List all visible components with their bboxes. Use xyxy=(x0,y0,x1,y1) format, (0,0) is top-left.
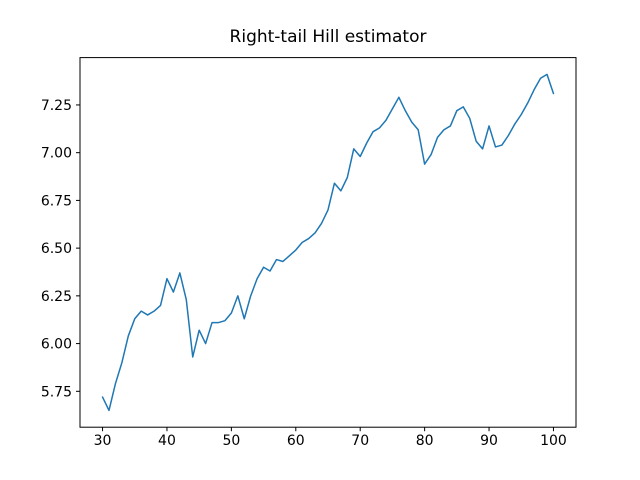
chart-title: Right-tail Hill estimator xyxy=(229,27,427,47)
x-tick-label: 30 xyxy=(94,433,112,449)
x-tick-label: 90 xyxy=(480,433,498,449)
y-tick-label: 5.75 xyxy=(41,384,72,400)
axes-spines xyxy=(79,57,577,428)
y-tick-label: 6.50 xyxy=(41,241,72,257)
x-tick-label: 50 xyxy=(222,433,240,449)
x-tick-label: 70 xyxy=(351,433,369,449)
y-tick-label: 6.00 xyxy=(41,337,72,353)
x-tick-label: 60 xyxy=(287,433,305,449)
x-tick-label: 40 xyxy=(158,433,176,449)
y-tick-label: 6.75 xyxy=(41,193,72,209)
data-line xyxy=(101,73,555,412)
y-tick-label: 6.25 xyxy=(41,289,72,305)
x-tick-label: 80 xyxy=(416,433,434,449)
y-tick-label: 7.25 xyxy=(41,98,72,114)
y-tick-label: 7.00 xyxy=(41,146,72,162)
x-tick-label: 100 xyxy=(540,433,567,449)
